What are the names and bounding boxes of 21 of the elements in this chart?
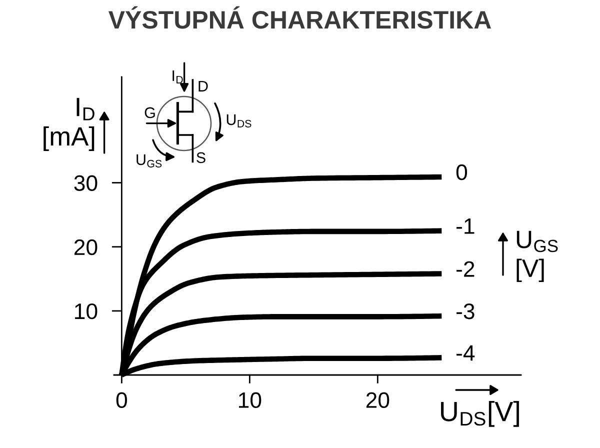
x-tick-label: 20	[366, 392, 390, 408]
series-label: -4	[456, 345, 475, 361]
annotation: U$_{GS}$	[136, 154, 162, 168]
annotation: G	[144, 107, 155, 118]
y-tick-label: 30	[74, 175, 98, 192]
annotation: S	[196, 152, 206, 164]
annotation: I$_{D}$	[172, 70, 183, 84]
y-tick-label: 10	[75, 303, 98, 320]
x-axis-title: U$_{DS}$[V]	[441, 400, 519, 427]
legend-title: U$_{GS}$ [V]	[516, 230, 558, 282]
x-tick-label: 10	[239, 392, 262, 408]
y-tick-label: 20	[74, 239, 98, 256]
series-label: -3	[456, 303, 474, 320]
annotation: U$_{DS}$	[226, 114, 252, 128]
y-axis-title: I$_{D}$ [mA]	[44, 98, 94, 151]
series-label: 0	[456, 164, 468, 180]
annotation: D	[198, 80, 208, 92]
x-tick-label: 0	[116, 392, 127, 408]
chart-title: VÝSTUPNÁ CHARAKTERISTIKA	[108, 6, 492, 29]
legend-label: -1	[456, 218, 474, 234]
legend-label: -2	[456, 261, 474, 277]
